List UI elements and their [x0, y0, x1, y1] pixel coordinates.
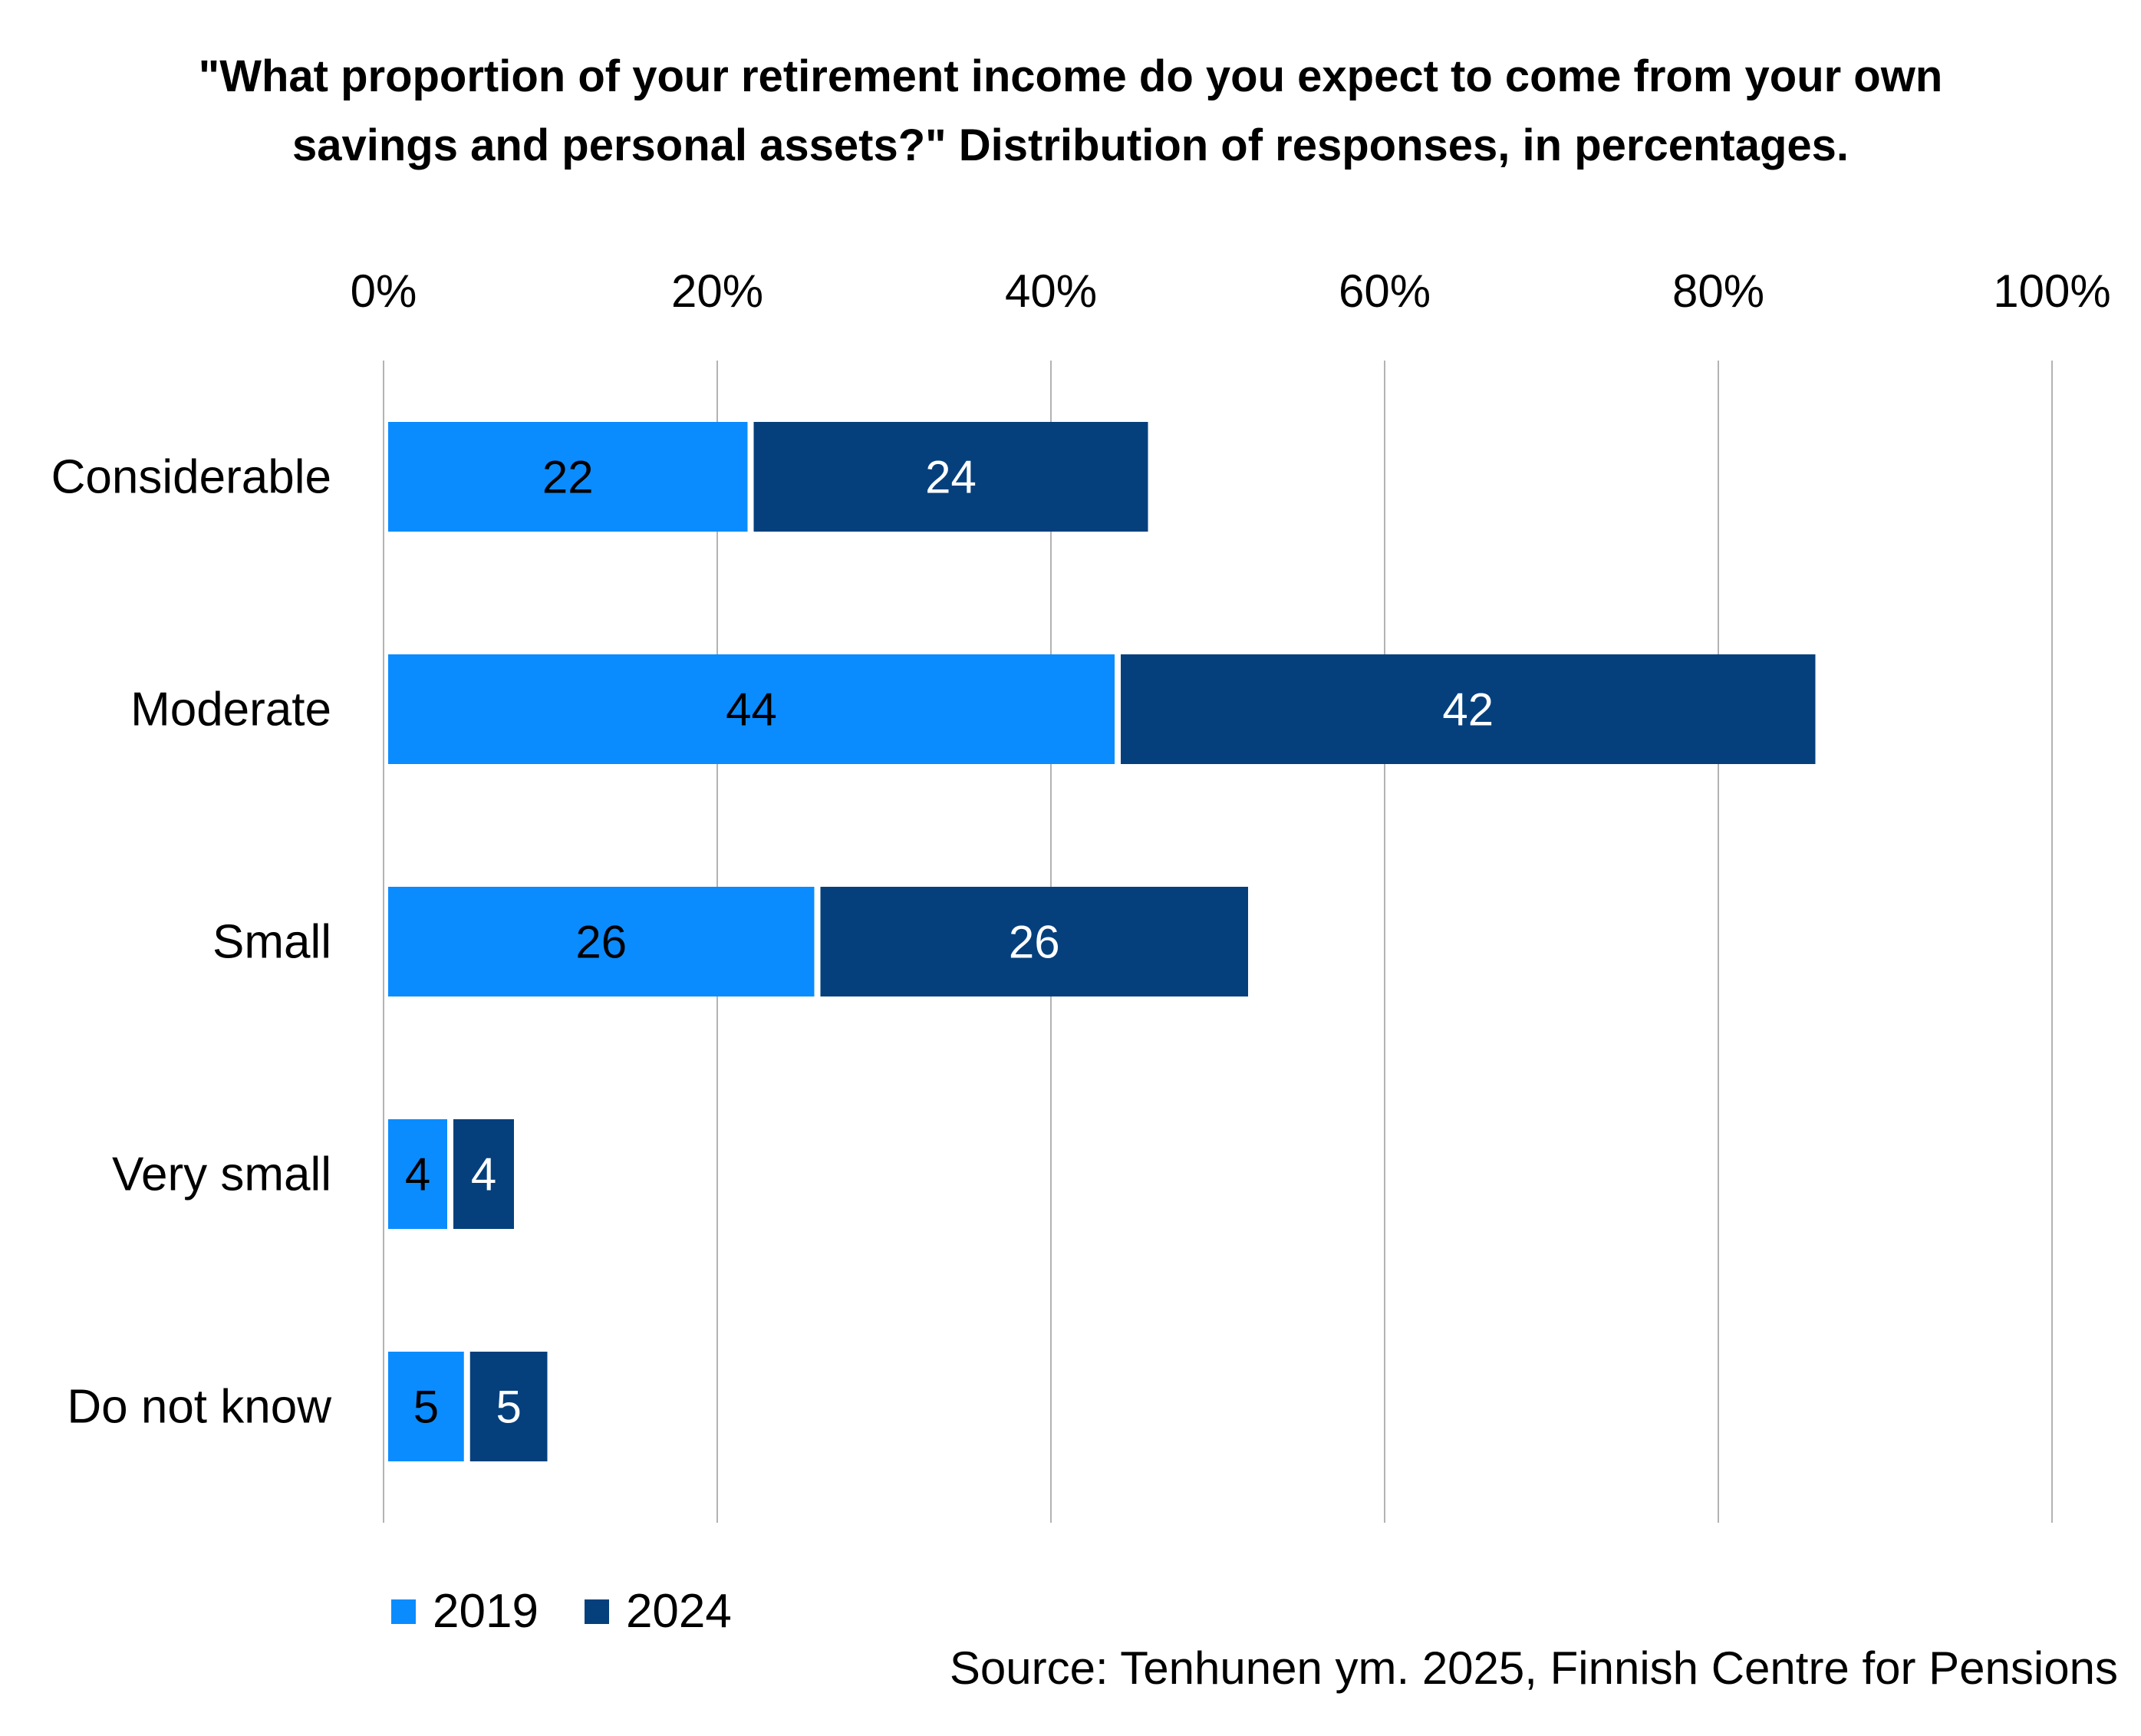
chart-title-line-2: savings and personal assets?" Distributi… — [292, 120, 1849, 170]
category-label-1: Moderate — [130, 684, 331, 736]
data-label-2019-1: 44 — [726, 684, 777, 736]
data-label-2024-3: 4 — [471, 1149, 496, 1201]
data-label-2024-2: 26 — [1009, 917, 1060, 968]
x-tick-label-0: 0% — [351, 265, 417, 317]
legend: 2019 2024 — [391, 1584, 778, 1639]
x-tick-label-2: 40% — [1005, 265, 1097, 317]
data-label-2019-4: 5 — [413, 1382, 439, 1433]
bar-2019-0 — [388, 422, 748, 532]
data-label-2024-0: 24 — [925, 452, 977, 503]
bar-2024-4 — [469, 1352, 548, 1461]
category-label-0: Considerable — [51, 451, 331, 504]
bar-2019-3 — [388, 1119, 447, 1229]
category-label-2: Small — [212, 916, 331, 969]
legend-item-2024: 2024 — [584, 1584, 732, 1639]
x-tick-label-1: 20% — [671, 265, 763, 317]
legend-item-2019: 2019 — [391, 1584, 539, 1639]
data-label-2024-4: 5 — [496, 1382, 521, 1433]
bar-2019-2 — [388, 887, 815, 996]
x-tick-label-5: 100% — [1993, 265, 2110, 317]
legend-label-2024: 2024 — [625, 1585, 732, 1638]
legend-swatch-2019 — [391, 1599, 416, 1624]
chart-title: "What proportion of your retirement inco… — [0, 42, 2141, 180]
bar-2024-3 — [453, 1119, 514, 1229]
legend-swatch-2024 — [584, 1599, 609, 1624]
bar-2019-1 — [388, 654, 1115, 764]
bar-2024-1 — [1121, 654, 1816, 764]
bar-2024-0 — [753, 422, 1148, 532]
legend-label-2019: 2019 — [433, 1585, 539, 1638]
data-label-2019-2: 26 — [575, 917, 627, 968]
bar-2019-4 — [388, 1352, 464, 1461]
bar-2024-2 — [820, 887, 1248, 996]
x-tick-label-3: 60% — [1339, 265, 1431, 317]
data-label-2019-0: 22 — [542, 452, 594, 503]
category-label-3: Very small — [112, 1148, 331, 1201]
data-label-2019-3: 4 — [405, 1149, 430, 1201]
chart-title-line-1: "What proportion of your retirement inco… — [198, 51, 1943, 101]
source-note: Source: Tenhunen ym. 2025, Finnish Centr… — [949, 1642, 2118, 1694]
x-tick-label-4: 80% — [1672, 265, 1764, 317]
category-label-4: Do not know — [67, 1381, 331, 1434]
data-label-2024-1: 42 — [1442, 684, 1494, 736]
